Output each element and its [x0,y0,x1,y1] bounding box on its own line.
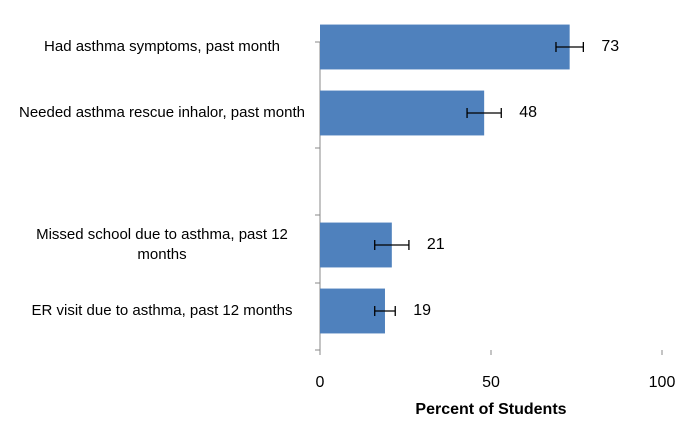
data-label: 19 [413,302,431,319]
error-bar [555,42,584,52]
data-label: 48 [519,104,537,121]
data-label: 21 [427,236,445,253]
x-tick-label: 50 [482,374,500,391]
bar [320,90,485,136]
bar [320,24,570,70]
y-tick-label: Needed asthma rescue inhalor, past month [18,104,305,121]
error-bar [374,240,410,250]
y-tick-label: Missed school due to asthma, past 12 mon… [36,226,288,263]
error-bar [374,306,396,316]
y-tick-label: Had asthma symptoms, past month [44,38,280,55]
x-tick-label: 0 [316,374,325,391]
x-axis-label: Percent of Students [415,401,566,418]
x-tick-label: 100 [649,374,676,391]
y-tick-label: ER visit due to asthma, past 12 months [31,302,293,319]
error-bar [466,108,502,118]
data-label: 73 [601,38,619,55]
